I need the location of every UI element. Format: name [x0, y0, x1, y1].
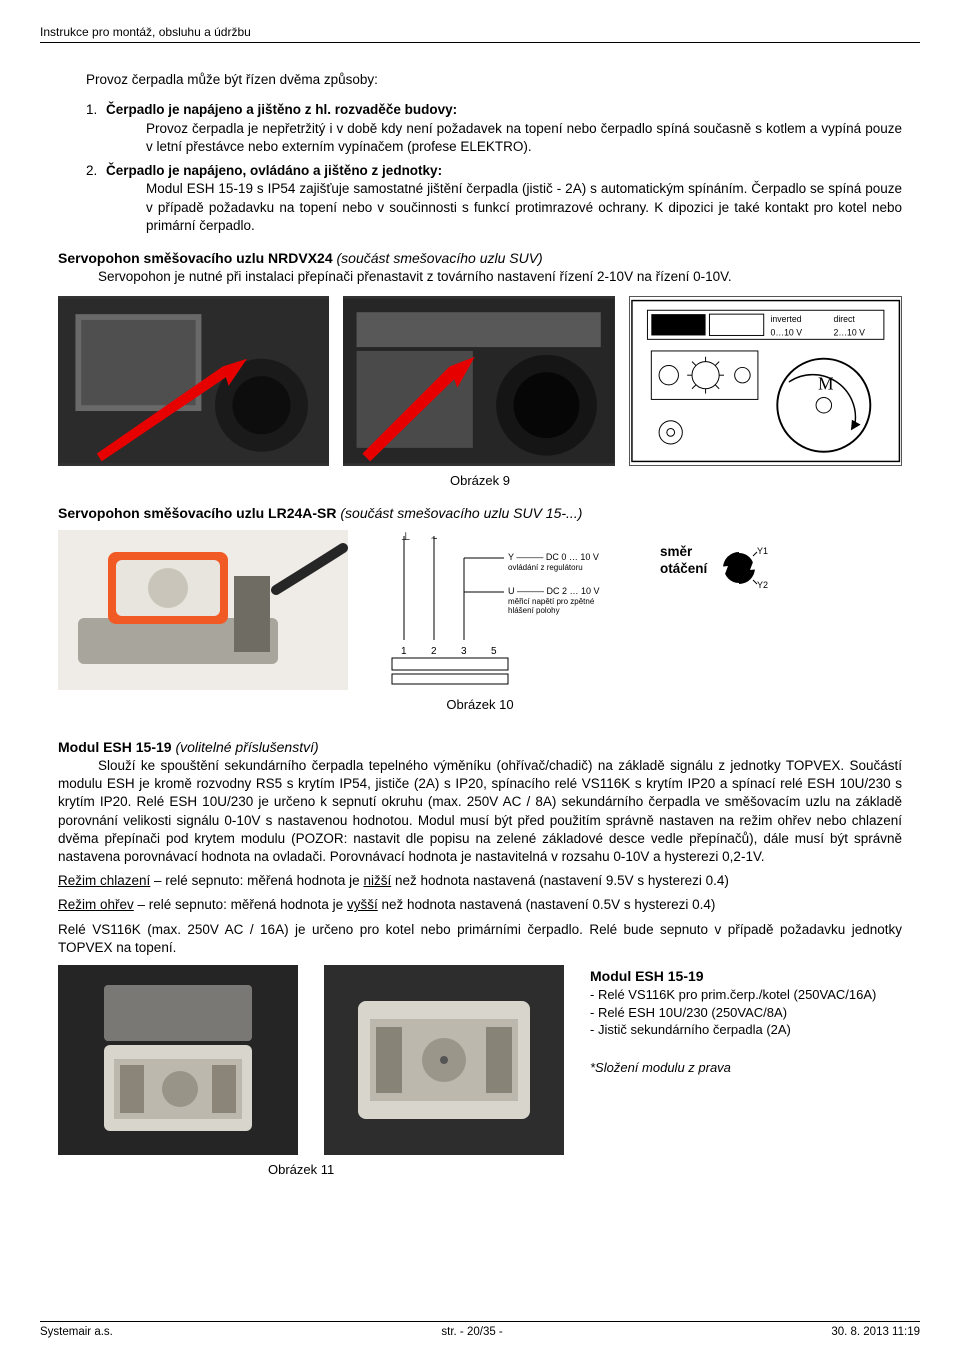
servo1-subtitle: (součást smešovacího uzlu SUV) [337, 250, 543, 266]
svg-text:Y1: Y1 [757, 546, 768, 556]
figure-9-photo-2 [343, 296, 614, 466]
footer-left: Systemair a.s. [40, 1325, 113, 1341]
page-footer: Systemair a.s. str. - 20/35 - 30. 8. 201… [40, 1321, 920, 1341]
rezim-chlazeni: Režim chlazení – relé sepnuto: měřená ho… [58, 872, 902, 890]
svg-text:direct: direct [833, 314, 855, 324]
footer-center: str. - 20/35 - [441, 1325, 502, 1341]
side-line-2: - Relé ESH 10U/230 (250VAC/8A) [590, 1004, 902, 1022]
svg-text:ovládání z regulátoru: ovládání z regulátoru [508, 563, 583, 572]
modul-subtitle: (volitelné příslušenství) [175, 739, 318, 755]
rotation-icon: Y1 Y2 [717, 544, 771, 592]
svg-text:3: 3 [461, 646, 467, 657]
svg-text:inverted: inverted [770, 314, 801, 324]
side-line-1: - Relé VS116K pro prim.čerp./kotel (250V… [590, 986, 902, 1004]
figure-9-row: inverted direct 0…10 V 2…10 V M [58, 296, 902, 466]
servo2-heading: Servopohon směšovacího uzlu LR24A-SR (so… [58, 504, 902, 523]
wiring-diagram: ⊥ ~ Y ——— DC 0 … 10 V ovládání z regulát… [374, 530, 634, 690]
figure-11-caption: Obrázek 11 [58, 1161, 902, 1179]
servo2-title: Servopohon směšovacího uzlu LR24A-SR [58, 505, 337, 521]
modul-heading: Modul ESH 15-19 (volitelné příslušenství… [58, 738, 902, 757]
list-item-1: 1.Čerpadlo je napájeno a jištěno z hl. r… [106, 101, 902, 156]
svg-text:0…10 V: 0…10 V [770, 328, 802, 338]
direction-label: směrotáčení [660, 544, 707, 576]
servo1-heading: Servopohon směšovacího uzlu NRDVX24 (sou… [58, 249, 902, 268]
svg-text:hlášení polohy: hlášení polohy [508, 606, 560, 615]
modul-body: Slouží ke spouštění sekundárního čerpadl… [58, 757, 902, 866]
footer-rule [40, 1321, 920, 1322]
svg-text:2: 2 [431, 646, 437, 657]
modul-title: Modul ESH 15-19 [58, 739, 172, 755]
svg-text:1: 1 [401, 646, 407, 657]
figure-9-diagram: inverted direct 0…10 V 2…10 V M [629, 296, 902, 466]
svg-text:2…10 V: 2…10 V [833, 328, 865, 338]
figure-10-caption: Obrázek 10 [58, 696, 902, 714]
side-line-3: - Jistič sekundárního čerpadla (2A) [590, 1021, 902, 1039]
item2-body: Modul ESH 15-19 s IP54 zajišťuje samosta… [106, 180, 902, 235]
servo2-subtitle: (součást smešovacího uzlu SUV 15-...) [340, 505, 582, 521]
item1-title: Čerpadlo je napájeno a jištěno z hl. roz… [106, 102, 457, 117]
item1-body: Provoz čerpadla je nepřetržitý i v době … [106, 120, 902, 156]
svg-text:U ——— DC 2 … 10 V: U ——— DC 2 … 10 V [508, 586, 600, 596]
svg-text:Y2: Y2 [757, 580, 768, 590]
figure-11-row: Modul ESH 15-19 - Relé VS116K pro prim.č… [58, 965, 902, 1155]
rezim-ohrev: Režim ohřev – relé sepnuto: měřená hodno… [58, 896, 902, 914]
side-title: Modul ESH 15-19 [590, 967, 902, 986]
header-rule [40, 42, 920, 43]
rele-line: Relé VS116K (max. 250V AC / 16A) je urče… [58, 921, 902, 957]
svg-text:měřicí napětí pro zpětné: měřicí napětí pro zpětné [508, 597, 595, 606]
figure-10-row: ⊥ ~ Y ——— DC 0 … 10 V ovládání z regulát… [58, 530, 902, 690]
svg-text:⊥: ⊥ [401, 531, 411, 543]
modul-side-info: Modul ESH 15-19 - Relé VS116K pro prim.č… [590, 965, 902, 1155]
modul-photo-2 [324, 965, 564, 1155]
footer-right: 30. 8. 2013 11:19 [831, 1325, 920, 1341]
modul-photo-1 [58, 965, 298, 1155]
page-header: Instrukce pro montáž, obsluhu a údržbu [40, 24, 920, 40]
list-item-2: 2.Čerpadlo je napájeno, ovládáno a jiště… [106, 162, 902, 235]
figure-9-photo-1 [58, 296, 329, 466]
side-note: *Složení modulu z prava [590, 1059, 902, 1077]
servo1-body: Servopohon je nutné při instalaci přepín… [58, 268, 902, 286]
pump-mode-list: 1.Čerpadlo je napájeno a jištěno z hl. r… [58, 101, 902, 235]
intro-text: Provoz čerpadla může být řízen dvěma způ… [58, 71, 902, 89]
svg-text:Y ——— DC 0 … 10 V: Y ——— DC 0 … 10 V [508, 552, 599, 562]
figure-9-caption: Obrázek 9 [58, 472, 902, 490]
item2-title: Čerpadlo je napájeno, ovládáno a jištěno… [106, 163, 442, 178]
svg-text:~: ~ [431, 533, 437, 545]
svg-text:5: 5 [491, 646, 497, 657]
direction-indicator: směrotáčení Y1 Y2 [660, 530, 902, 592]
actuator-photo [58, 530, 348, 690]
servo1-title: Servopohon směšovacího uzlu NRDVX24 [58, 250, 333, 266]
